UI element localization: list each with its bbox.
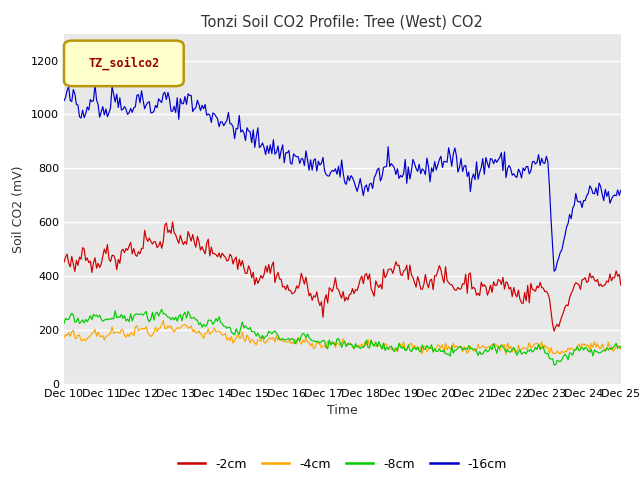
Title: Tonzi Soil CO2 Profile: Tree (West) CO2: Tonzi Soil CO2 Profile: Tree (West) CO2	[202, 15, 483, 30]
FancyBboxPatch shape	[64, 41, 184, 86]
Y-axis label: Soil CO2 (mV): Soil CO2 (mV)	[12, 165, 26, 252]
Legend: -2cm, -4cm, -8cm, -16cm: -2cm, -4cm, -8cm, -16cm	[173, 453, 512, 476]
Text: TZ_soilco2: TZ_soilco2	[88, 57, 159, 70]
X-axis label: Time: Time	[327, 405, 358, 418]
